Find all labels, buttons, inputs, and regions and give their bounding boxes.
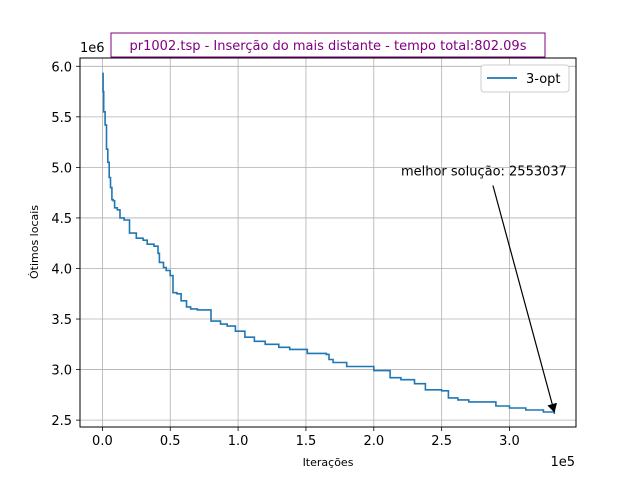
chart-title: pr1002.tsp - Inserção do mais distante -… <box>130 39 527 54</box>
chart-title-box: pr1002.tsp - Inserção do mais distante -… <box>110 32 546 58</box>
y-tick-label: 2.5 <box>51 414 72 429</box>
x-tick-label: 0.0 <box>92 434 113 449</box>
y-axis: 2.5 3.0 3.5 4.0 4.5 5.0 5.5 6.0 <box>51 60 80 429</box>
y-tick-label: 6.0 <box>51 60 72 75</box>
legend-label-3-opt: 3-opt <box>526 72 561 87</box>
y-axis-label: Ótimos locais <box>28 205 41 279</box>
y-tick-label: 5.0 <box>51 161 72 176</box>
x-tick-label: 3.0 <box>499 434 520 449</box>
x-tick-label: 1.0 <box>228 434 249 449</box>
y-offset-label: 1e6 <box>80 41 105 56</box>
plot-area <box>79 57 577 428</box>
x-offset-label: 1e5 <box>550 455 575 470</box>
x-tick-label: 0.5 <box>160 434 181 449</box>
y-tick-label: 3.5 <box>51 313 72 328</box>
series-layer <box>102 72 556 415</box>
annotation-arrow <box>492 185 558 413</box>
x-axis: 0.0 0.5 1.0 1.5 2.0 2.5 3.0 <box>92 427 520 449</box>
y-tick-label: 4.0 <box>51 262 72 277</box>
best-solution-annotation: melhor solução: 2553037 <box>401 164 567 413</box>
title-box-border <box>110 32 546 58</box>
y-tick-label: 3.0 <box>51 364 72 379</box>
x-axis-label: Iterações <box>303 456 354 469</box>
y-tick-label: 4.5 <box>51 212 72 227</box>
legend: 3-opt <box>480 64 570 93</box>
y-tick-label: 5.5 <box>51 111 72 126</box>
annotation-text: melhor solução: 2553037 <box>401 164 567 179</box>
grid <box>80 58 576 427</box>
legend-box <box>480 64 570 93</box>
x-tick-label: 2.0 <box>363 434 384 449</box>
series-line-3-opt <box>102 72 556 415</box>
x-tick-label: 2.5 <box>431 434 452 449</box>
x-tick-label: 1.5 <box>296 434 317 449</box>
